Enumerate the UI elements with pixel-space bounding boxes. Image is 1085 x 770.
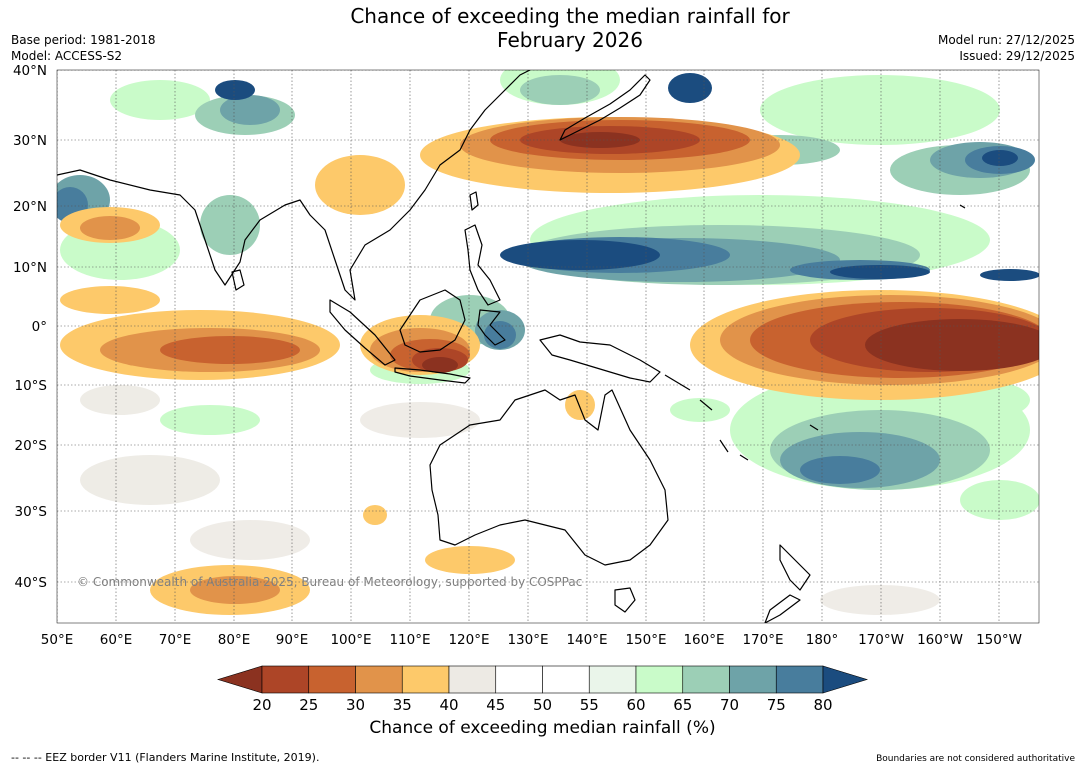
colorbar-arrow-low [216,665,263,694]
colorbar-tick-label: 75 [767,696,786,714]
colorbar-segment [355,665,403,694]
colorbar-segment [682,665,730,694]
sri-lanka-coast [231,269,245,291]
colorbar-tick-label: 25 [299,696,318,714]
colorbar-tick-label: 50 [533,696,552,714]
copyright-notice: © Commonwealth of Australia 2025, Bureau… [77,575,582,589]
new-guinea-coast [539,334,661,383]
issued-date: Issued: 29/12/2025 [959,49,1075,63]
model-name: Model: ACCESS-S2 [11,49,123,63]
sulawesi-coast [477,309,506,346]
lat-label: 10°S [15,378,48,394]
colorbar-tick-label: 35 [393,696,412,714]
base-period: Base period: 1981-2018 [11,33,156,47]
lon-label: 70°E [159,632,191,648]
colorbar-tick-label: 30 [346,696,365,714]
lat-label: 20°S [15,438,48,454]
lon-label: 160°W [917,632,963,648]
colorbar-segment [495,665,543,694]
title-line-1: Chance of exceeding the median rainfall … [350,4,790,28]
longitude-labels: 50°E 60°E 70°E 80°E 90°E 100°E 110°E 120… [41,632,1022,648]
philippines-coast [464,224,501,306]
colorbar-tick-label: 45 [486,696,505,714]
lat-label: 20°N [13,199,47,215]
sumatra-coast [329,299,396,366]
lat-label: 30°N [13,133,47,149]
colorbar-tick-label: 40 [439,696,458,714]
colorbar-tick-label: 65 [673,696,692,714]
colorbar-segment [775,665,824,694]
colorbar-tick-label: 80 [813,696,832,714]
lon-label: 170°W [858,632,904,648]
run-info: Model run: 27/12/2025 Issued: 29/12/2025 [938,32,1075,64]
lon-label: 140°E [566,632,607,648]
taiwan-coast [469,191,479,211]
lon-label: 150°E [625,632,666,648]
colorbar-segment [588,665,637,694]
lon-label: 170°E [742,632,783,648]
dry-anomaly-patches [60,117,1039,615]
colorbar-tick-label: 55 [580,696,599,714]
colorbar-segment [261,665,310,694]
colorbar-segment [635,665,684,694]
map-frame [56,69,1040,624]
japan-coast [559,74,651,141]
boundaries-disclaimer: Boundaries are not considered authoritat… [876,754,1075,764]
lon-label: 110°E [389,632,430,648]
title-line-2: February 2026 [497,28,643,52]
java-coast [394,367,471,384]
borneo-coast [399,289,466,353]
lon-label: 60°E [100,632,132,648]
colorbar-title: Chance of exceeding median rainfall (%) [369,718,716,738]
colorbar-tick-label: 70 [720,696,739,714]
lon-label: 90°E [276,632,308,648]
colorbar-segment [308,665,356,694]
lat-label: 40°S [15,575,48,591]
lat-label: 0° [32,319,47,335]
map-area: © Commonwealth of Australia 2025, Bureau… [57,70,1039,623]
pacific-islands [664,204,966,461]
lon-label: 80°E [218,632,250,648]
colorbar-segment [729,665,777,694]
lon-label: 160°E [683,632,724,648]
colorbar-segment [401,665,450,694]
lat-label: 40°N [13,63,47,79]
lon-label: 100°E [330,632,371,648]
model-info: Base period: 1981-2018 Model: ACCESS-S2 [11,32,156,64]
colorbar [216,665,869,694]
colorbar-ticks: 20 25 30 35 40 45 50 55 60 65 70 75 80 [252,696,832,714]
colorbar-segment [448,665,497,694]
eez-legend-note: -- -- -- EEZ border V11 (Flanders Marine… [11,751,320,764]
lat-label: 30°S [15,504,48,520]
lon-label: 180° [806,632,839,648]
tasmania-coast [614,587,636,613]
colorbar-tick-label: 20 [252,696,271,714]
asia-coast [57,70,531,301]
lon-label: 50°E [41,632,73,648]
map-title: Chance of exceeding the median rainfall … [270,4,870,52]
coastlines [57,70,966,623]
latitude-labels: 40°N 30°N 20°N 10°N 0° 10°S 20°S 30°S 40… [13,63,47,591]
colorbar-tick-label: 60 [626,696,645,714]
lat-label: 10°N [13,260,47,276]
model-run-date: Model run: 27/12/2025 [937,33,1075,47]
australia-coast [429,389,669,566]
lon-label: 150°W [976,632,1022,648]
lon-label: 120°E [448,632,489,648]
new-zealand-coast [764,544,811,623]
graticule [57,70,1039,623]
colorbar-segment [542,665,590,694]
lon-label: 130°E [507,632,548,648]
colorbar-arrow-high [822,665,869,694]
